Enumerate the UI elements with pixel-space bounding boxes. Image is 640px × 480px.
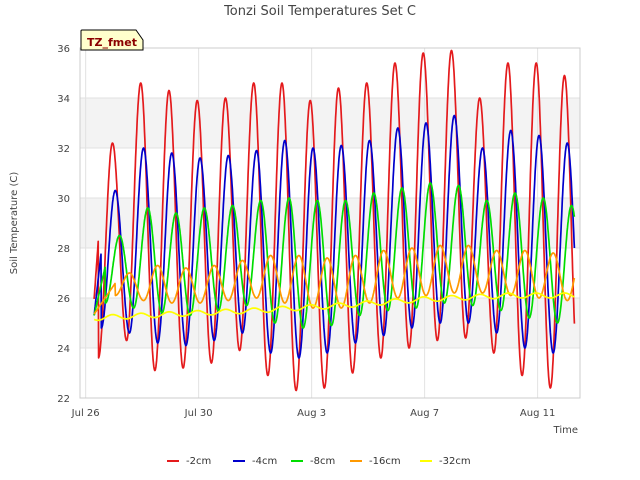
- shaded-band-2: [80, 98, 580, 148]
- y-tick-label-28: 28: [57, 244, 70, 255]
- y-axis-label: Soil Temperature (C): [9, 172, 20, 275]
- x-axis-label: Time: [553, 425, 578, 436]
- legend-label--4cm: -4cm: [252, 456, 277, 467]
- series-lines: [93, 49, 576, 392]
- y-tick-label-26: 26: [57, 294, 70, 305]
- shaded-bands: [80, 98, 580, 348]
- y-tick-label-34: 34: [57, 94, 70, 105]
- plot-frame: [79, 47, 581, 399]
- badge-shape: [80, 29, 144, 51]
- x-tick-label-0: Jul 26: [71, 408, 100, 419]
- series-line--8cm: [93, 182, 576, 329]
- site-badge: TZ_fmet: [80, 29, 144, 51]
- y-tick-label-22: 22: [57, 394, 70, 405]
- x-tick-label-1: Jul 30: [184, 408, 213, 419]
- y-tick-label-30: 30: [57, 194, 70, 205]
- x-tick-label-3: Aug 7: [410, 408, 439, 419]
- legend-label--8cm: -8cm: [310, 456, 335, 467]
- badge-label: TZ_fmet: [87, 36, 137, 49]
- x-tick-label-4: Aug 11: [520, 408, 555, 419]
- legend-label--16cm: -16cm: [369, 456, 401, 467]
- chart-title: Tonzi Soil Temperatures Set C: [223, 4, 416, 19]
- y-tick-label-36: 36: [57, 44, 70, 55]
- y-tick-label-32: 32: [57, 144, 70, 155]
- series-line--32cm: [93, 292, 575, 322]
- x-axis: Jul 26 Jul 30 Aug 3 Aug 7 Aug 11: [71, 408, 556, 419]
- series-line--4cm: [93, 114, 576, 359]
- y-tick-label-24: 24: [57, 344, 70, 355]
- legend: -2cm -4cm -8cm -16cm -32cm: [167, 456, 471, 467]
- y-axis: 22 24 26 28 30 32 34 36: [57, 44, 70, 405]
- series-line--16cm: [93, 244, 576, 315]
- x-tick-label-2: Aug 3: [297, 408, 326, 419]
- legend-label--32cm: -32cm: [439, 456, 471, 467]
- legend-label--2cm: -2cm: [186, 456, 211, 467]
